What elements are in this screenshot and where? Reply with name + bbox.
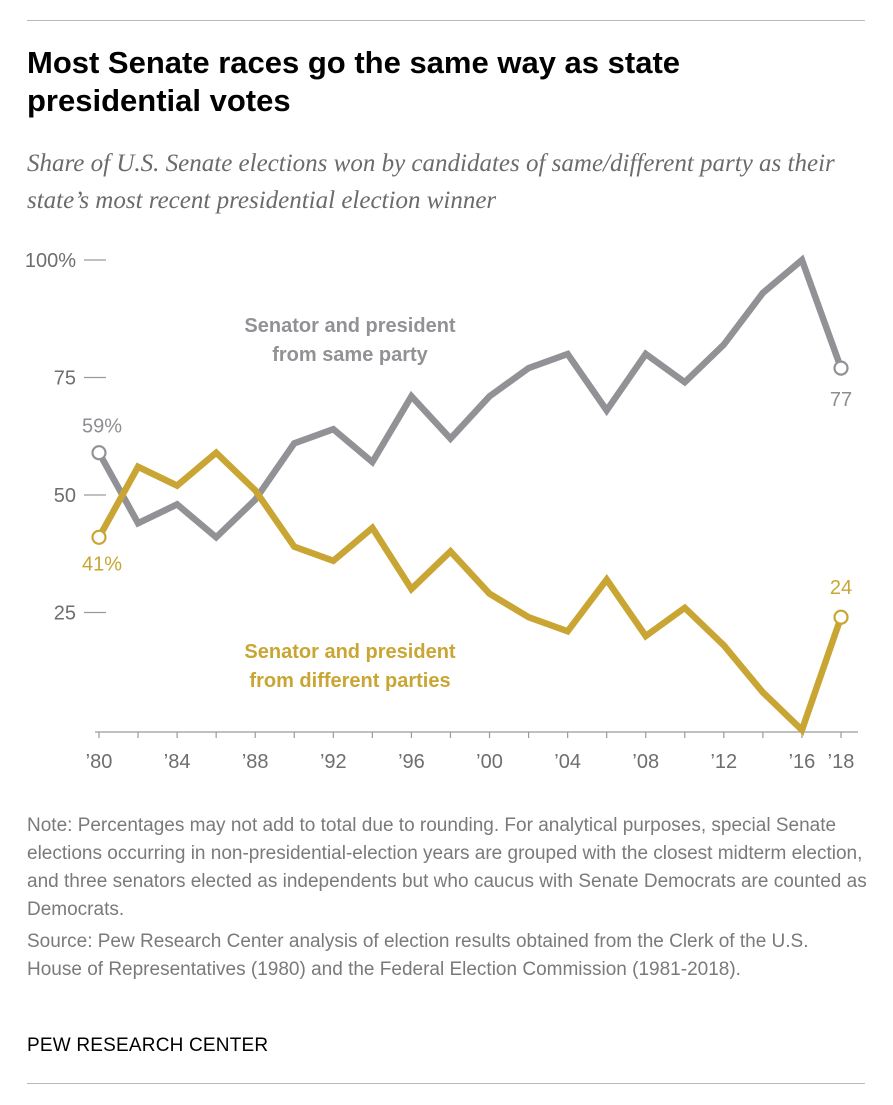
chart-title: Most Senate races go the same way as sta… <box>27 45 681 118</box>
x-tick-label: ’96 <box>398 751 425 773</box>
data-point-same <box>91 445 107 461</box>
series-name-different: Senator and president <box>244 641 455 663</box>
x-tick-label: ’08 <box>632 751 659 773</box>
series-labels: 59% 77 41% 24 Senator and president from same… <box>82 315 852 692</box>
chart-subtitle: Share of U.S. Senate elections won by ca… <box>27 150 835 214</box>
x-tick-label: ’00 <box>476 751 503 773</box>
y-tick-label: 25 <box>54 603 76 625</box>
publisher-footer: PEW RESEARCH CENTER <box>27 1035 269 1056</box>
series-line-same <box>96 254 845 542</box>
x-tick-label: ’88 <box>242 751 269 773</box>
x-tick-label: ’80 <box>86 751 113 773</box>
top-rule <box>27 20 865 21</box>
line-chart: 25 50 75 100% ’80 ’84 ’88 ’92 ’96 ’00 ’04 ’08 ’12 ’1… <box>25 250 858 773</box>
x-tick-label: ’84 <box>164 751 191 773</box>
y-axis: 25 50 75 100% <box>25 250 106 625</box>
data-point-different <box>91 529 107 545</box>
series-name-different: from different parties <box>249 670 450 692</box>
series-name-same: Senator and president <box>244 315 455 337</box>
data-point-different <box>833 609 849 625</box>
x-tick-label: ’92 <box>320 751 347 773</box>
data-point-same <box>833 360 849 376</box>
x-tick-label: ’18 <box>828 751 855 773</box>
y-tick-label: 50 <box>54 485 76 507</box>
start-value-label-different: 41% <box>82 553 122 575</box>
y-tick-label: 75 <box>54 368 76 390</box>
series-name-same: from same party <box>272 344 428 366</box>
bottom-rule <box>27 1083 865 1084</box>
chart-source: Source: Pew Research Center analysis of … <box>27 931 809 980</box>
series-line-different <box>96 448 845 736</box>
x-tick-label: ’12 <box>710 751 737 773</box>
x-axis: ’80 ’84 ’88 ’92 ’96 ’00 ’04 ’08 ’12 ’16 ’18 <box>86 731 858 773</box>
y-tick-label: 100% <box>25 250 76 272</box>
start-value-label-same: 59% <box>82 416 122 438</box>
x-tick-label: ’04 <box>554 751 581 773</box>
chart-note: Note: Percentages may not add to total d… <box>27 815 867 920</box>
series-lines <box>91 254 849 736</box>
end-value-label-different: 24 <box>830 577 852 599</box>
x-tick-label: ’16 <box>789 751 816 773</box>
end-value-label-same: 77 <box>830 389 852 411</box>
